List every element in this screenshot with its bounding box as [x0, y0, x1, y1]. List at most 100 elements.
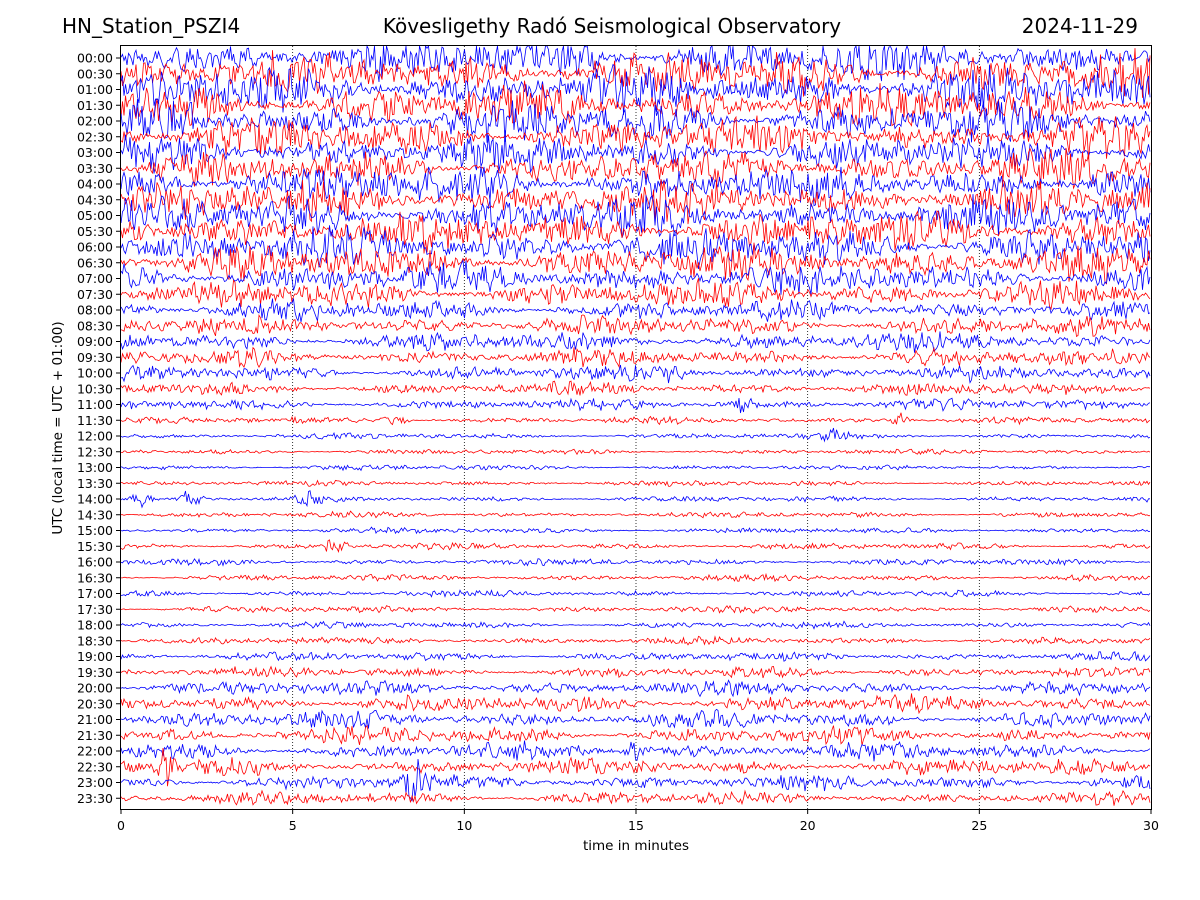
y-tick-label: 16:30 [77, 570, 113, 585]
observatory-title: Kövesligethy Radó Seismological Observat… [382, 14, 842, 38]
trace-row [120, 242, 1151, 285]
trace-row [120, 526, 1151, 535]
y-tick-label: 07:00 [77, 271, 113, 286]
x-axis-ticks: 0 5 10 15 20 25 30 [117, 809, 1159, 833]
x-tick-label: 30 [1143, 818, 1159, 833]
trace-row [120, 44, 1151, 83]
y-tick-label: 11:30 [77, 413, 113, 428]
trace-row [120, 620, 1151, 630]
trace-row [121, 572, 1151, 583]
trace-row [120, 724, 1151, 746]
trace-row [120, 427, 1151, 443]
y-tick-label: 14:30 [77, 507, 113, 522]
y-tick-label: 05:30 [77, 224, 113, 239]
y-tick-label: 09:30 [77, 350, 113, 365]
trace-row [120, 177, 1151, 225]
y-tick-label: 00:00 [77, 51, 113, 66]
trace-row [120, 604, 1151, 614]
y-tick-label: 19:00 [77, 649, 113, 664]
y-tick-label: 19:30 [77, 665, 113, 680]
trace-row [120, 115, 1151, 160]
y-tick-label: 15:00 [77, 523, 113, 538]
y-tick-label: 08:00 [77, 303, 113, 318]
y-tick-label: 04:00 [77, 177, 113, 192]
y-tick-label: 09:00 [77, 334, 113, 349]
trace-row [120, 510, 1150, 519]
trace-row [120, 63, 1151, 116]
trace-row [120, 80, 1151, 127]
trace-row [120, 259, 1151, 295]
y-tick-label: 08:30 [77, 318, 113, 333]
trace-row [120, 147, 1151, 190]
trace-row [120, 635, 1151, 646]
trace-row [120, 448, 1151, 456]
y-tick-label: 06:30 [77, 255, 113, 270]
x-tick-label: 10 [456, 818, 472, 833]
y-tick-label: 20:00 [77, 681, 113, 696]
trace-row [120, 789, 1151, 806]
trace-row [120, 490, 1150, 509]
y-tick-label: 21:30 [77, 728, 113, 743]
y-tick-label: 22:00 [77, 744, 113, 759]
trace-row [120, 298, 1151, 322]
trace-row [120, 225, 1151, 269]
y-tick-label: 23:30 [77, 791, 113, 806]
trace-row [120, 740, 1151, 762]
station-name: HN_Station_PSZI4 [62, 14, 241, 38]
trace-row [120, 412, 1151, 426]
trace-row [120, 693, 1151, 715]
trace-row [120, 397, 1151, 414]
trace-row [120, 758, 1151, 802]
y-tick-label: 14:00 [77, 492, 113, 507]
trace-row [120, 708, 1151, 729]
y-tick-label: 16:00 [77, 555, 113, 570]
y-tick-label: 04:30 [77, 192, 113, 207]
seismic-traces [120, 44, 1151, 806]
y-tick-label: 20:30 [77, 696, 113, 711]
x-tick-label: 15 [628, 818, 644, 833]
trace-row [120, 380, 1151, 396]
y-tick-label: 12:00 [77, 429, 113, 444]
y-tick-label: 13:30 [77, 476, 113, 491]
y-tick-label: 10:30 [77, 381, 113, 396]
y-tick-label: 18:30 [77, 633, 113, 648]
x-tick-label: 25 [971, 818, 987, 833]
y-axis-ticks: 00:0000:3001:0001:3002:0002:3003:0003:30… [77, 51, 121, 806]
y-tick-label: 01:00 [77, 82, 113, 97]
trace-row [120, 210, 1151, 254]
y-tick-label: 22:30 [77, 759, 113, 774]
trace-row [120, 48, 1151, 98]
x-tick-label: 20 [800, 818, 816, 833]
trace-row [120, 331, 1151, 353]
y-tick-label: 02:30 [77, 129, 113, 144]
y-tick-label: 06:00 [77, 240, 113, 255]
y-tick-label: 21:00 [77, 712, 113, 727]
trace-row [120, 130, 1151, 174]
trace-row [120, 665, 1151, 679]
y-tick-label: 17:00 [77, 586, 113, 601]
y-tick-label: 05:00 [77, 208, 113, 223]
record-date: 2024-11-29 [1021, 14, 1138, 38]
trace-row [120, 557, 1151, 567]
x-tick-label: 5 [289, 818, 297, 833]
x-axis-label: time in minutes [583, 838, 689, 854]
trace-row [120, 589, 1151, 598]
y-tick-label: 17:30 [77, 602, 113, 617]
y-tick-label: 07:30 [77, 287, 113, 302]
vertical-gridlines [292, 46, 980, 809]
y-tick-label: 03:00 [77, 145, 113, 160]
trace-row [120, 313, 1151, 338]
y-tick-label: 15:30 [77, 539, 113, 554]
trace-row [120, 464, 1150, 472]
trace-row [120, 364, 1151, 384]
y-tick-label: 23:00 [77, 775, 113, 790]
x-tick-label: 0 [117, 818, 125, 833]
y-tick-label: 02:00 [77, 114, 113, 129]
trace-row [120, 97, 1151, 143]
y-tick-label: 10:00 [77, 366, 113, 381]
trace-row [120, 650, 1151, 662]
trace-row [120, 194, 1151, 239]
y-tick-label: 18:00 [77, 618, 113, 633]
trace-row [120, 479, 1151, 487]
trace-row [120, 747, 1151, 787]
